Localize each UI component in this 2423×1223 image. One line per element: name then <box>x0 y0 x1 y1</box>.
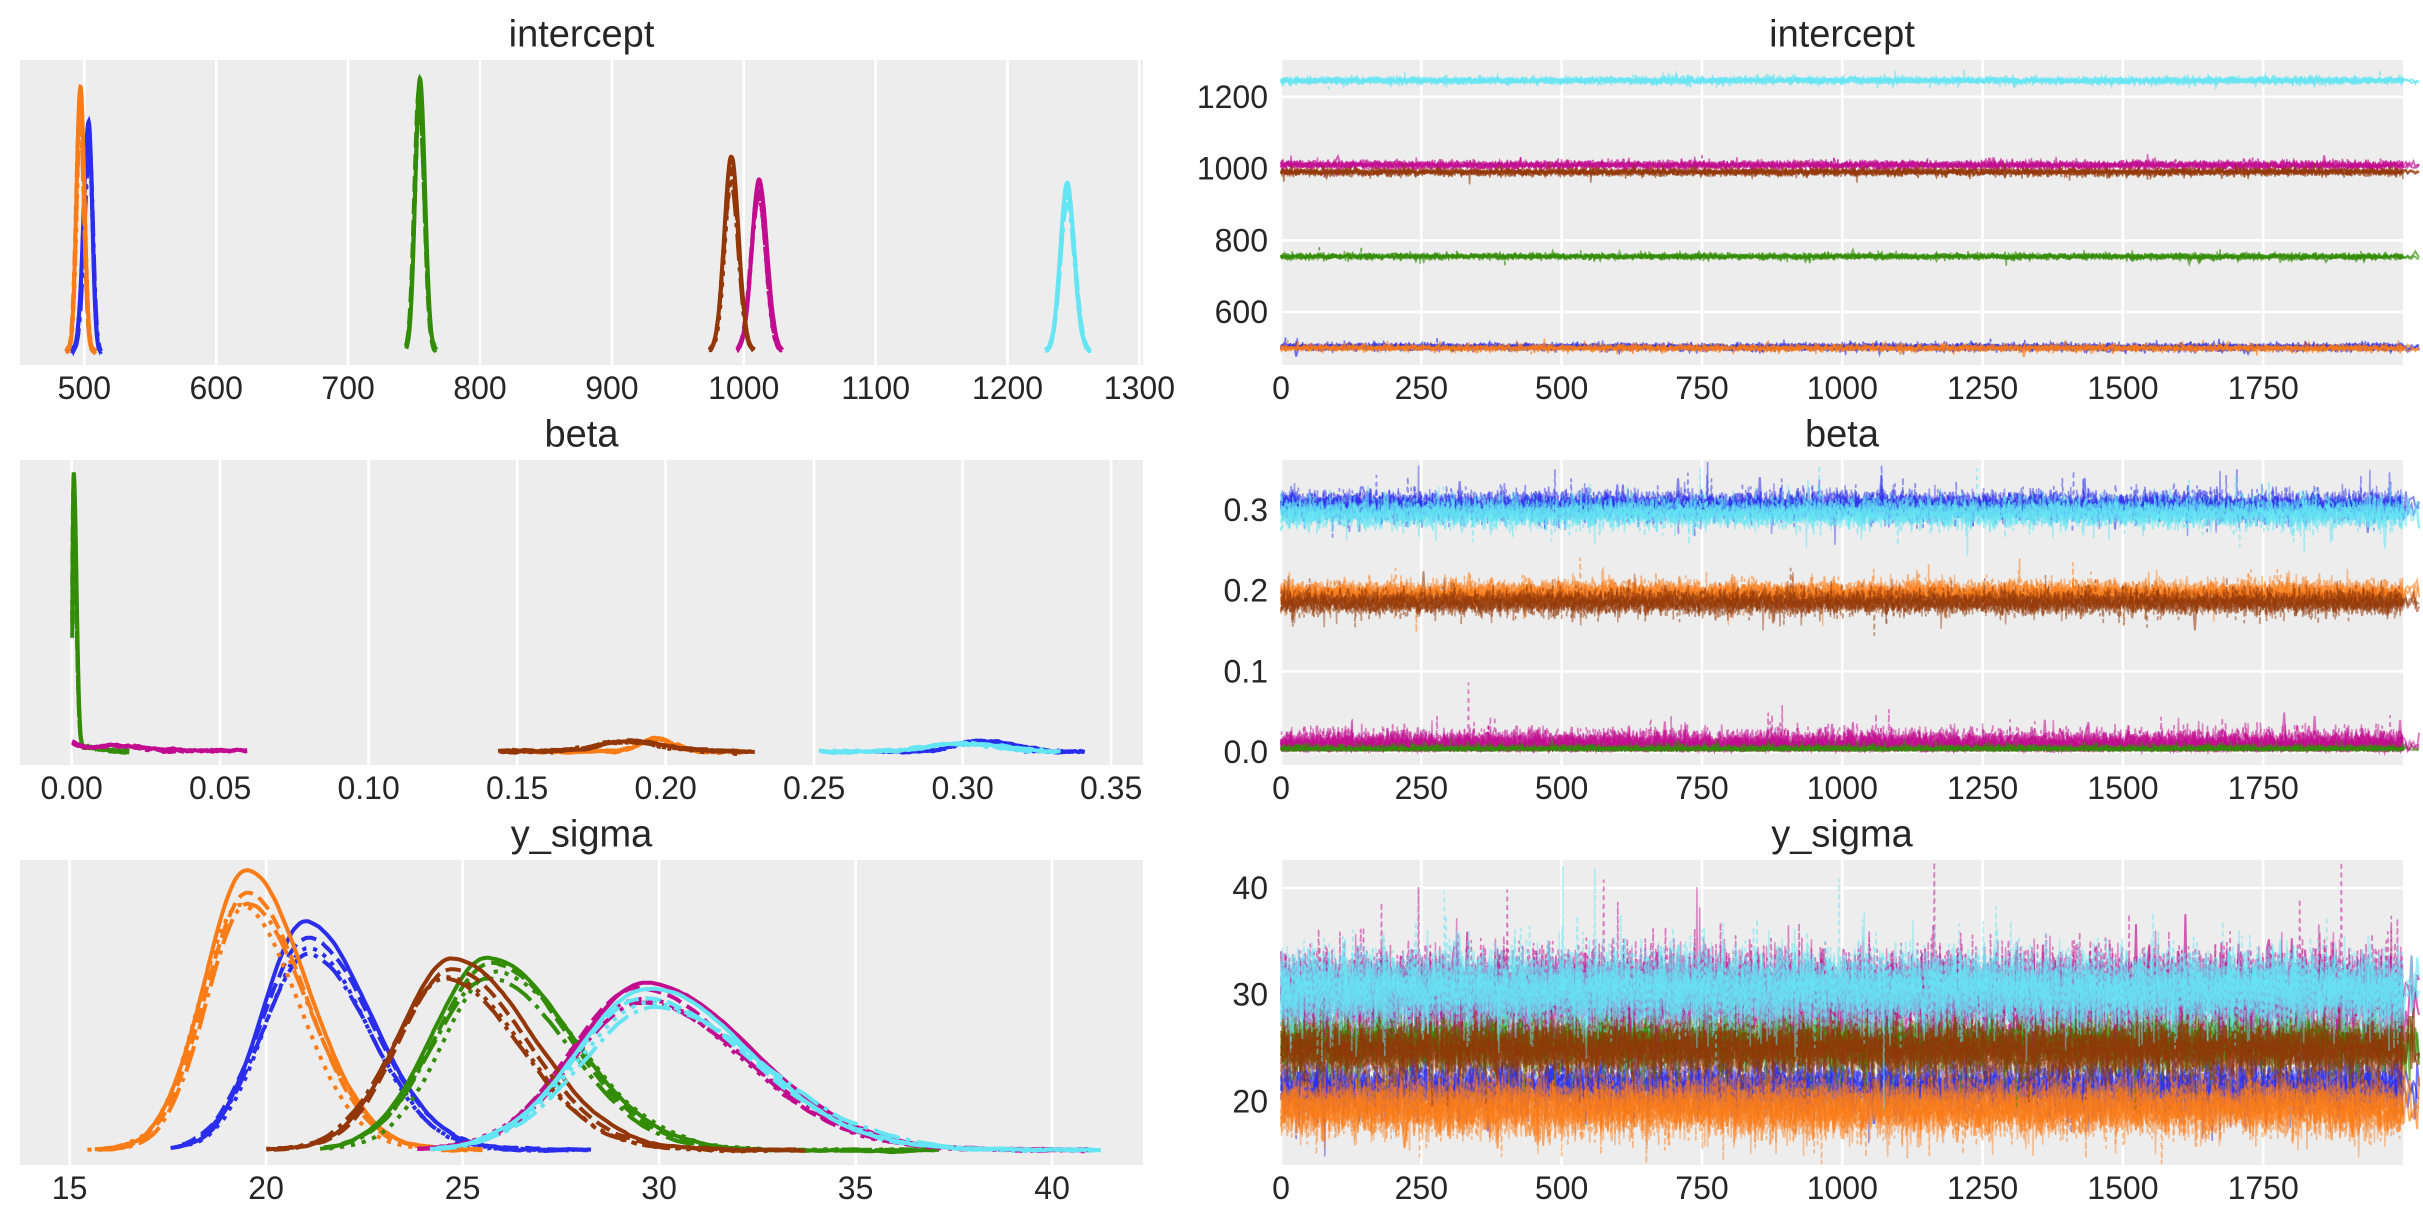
svg-text:750: 750 <box>1675 770 1728 806</box>
svg-text:intercept: intercept <box>1769 13 1915 55</box>
svg-text:0: 0 <box>1272 770 1290 806</box>
svg-text:0.30: 0.30 <box>931 770 993 806</box>
svg-text:500: 500 <box>1535 770 1588 806</box>
svg-text:0.2: 0.2 <box>1224 573 1268 609</box>
svg-text:1500: 1500 <box>2087 1170 2158 1206</box>
svg-text:20: 20 <box>248 1170 284 1206</box>
svg-text:40: 40 <box>1232 870 1268 906</box>
svg-text:0: 0 <box>1272 1170 1290 1206</box>
svg-text:0.3: 0.3 <box>1224 492 1268 528</box>
svg-text:20: 20 <box>1232 1083 1268 1119</box>
svg-text:1250: 1250 <box>1947 770 2018 806</box>
svg-text:0.05: 0.05 <box>189 770 251 806</box>
svg-text:0.15: 0.15 <box>486 770 548 806</box>
svg-text:beta: beta <box>1805 413 1880 455</box>
svg-text:1750: 1750 <box>2228 1170 2299 1206</box>
svg-text:700: 700 <box>321 370 374 406</box>
svg-text:15: 15 <box>52 1170 88 1206</box>
svg-text:1500: 1500 <box>2087 370 2158 406</box>
svg-text:beta: beta <box>545 413 620 455</box>
svg-text:0.20: 0.20 <box>634 770 696 806</box>
svg-text:1250: 1250 <box>1947 370 2018 406</box>
svg-text:intercept: intercept <box>509 13 655 55</box>
svg-text:900: 900 <box>585 370 638 406</box>
svg-text:1000: 1000 <box>708 370 779 406</box>
svg-text:1300: 1300 <box>1104 370 1175 406</box>
svg-text:1250: 1250 <box>1947 1170 2018 1206</box>
svg-text:0.00: 0.00 <box>40 770 102 806</box>
svg-text:0.0: 0.0 <box>1224 734 1268 770</box>
svg-text:250: 250 <box>1395 770 1448 806</box>
svg-text:30: 30 <box>1232 977 1268 1013</box>
svg-text:1750: 1750 <box>2228 770 2299 806</box>
svg-text:800: 800 <box>453 370 506 406</box>
svg-text:1100: 1100 <box>841 370 910 406</box>
svg-text:1200: 1200 <box>1197 79 1268 115</box>
svg-text:500: 500 <box>1535 370 1588 406</box>
svg-text:y_sigma: y_sigma <box>1771 813 1913 855</box>
svg-text:800: 800 <box>1215 222 1268 258</box>
svg-text:35: 35 <box>838 1170 874 1206</box>
svg-text:30: 30 <box>641 1170 677 1206</box>
svg-text:500: 500 <box>58 370 111 406</box>
svg-text:750: 750 <box>1675 370 1728 406</box>
svg-text:1000: 1000 <box>1807 770 1878 806</box>
svg-text:1750: 1750 <box>2228 370 2299 406</box>
svg-text:40: 40 <box>1034 1170 1070 1206</box>
svg-text:y_sigma: y_sigma <box>511 813 653 855</box>
svg-text:25: 25 <box>445 1170 481 1206</box>
svg-text:0.25: 0.25 <box>783 770 845 806</box>
svg-text:600: 600 <box>1215 294 1268 330</box>
svg-text:600: 600 <box>190 370 243 406</box>
svg-text:500: 500 <box>1535 1170 1588 1206</box>
svg-text:0.1: 0.1 <box>1224 653 1268 689</box>
svg-text:0.35: 0.35 <box>1080 770 1142 806</box>
svg-text:0: 0 <box>1272 370 1290 406</box>
svg-text:0.10: 0.10 <box>337 770 399 806</box>
svg-text:250: 250 <box>1395 370 1448 406</box>
svg-text:1000: 1000 <box>1197 151 1268 187</box>
svg-text:1500: 1500 <box>2087 770 2158 806</box>
svg-text:1000: 1000 <box>1807 370 1878 406</box>
svg-text:1200: 1200 <box>972 370 1043 406</box>
svg-text:750: 750 <box>1675 1170 1728 1206</box>
svg-text:1000: 1000 <box>1807 1170 1878 1206</box>
svg-text:250: 250 <box>1395 1170 1448 1206</box>
